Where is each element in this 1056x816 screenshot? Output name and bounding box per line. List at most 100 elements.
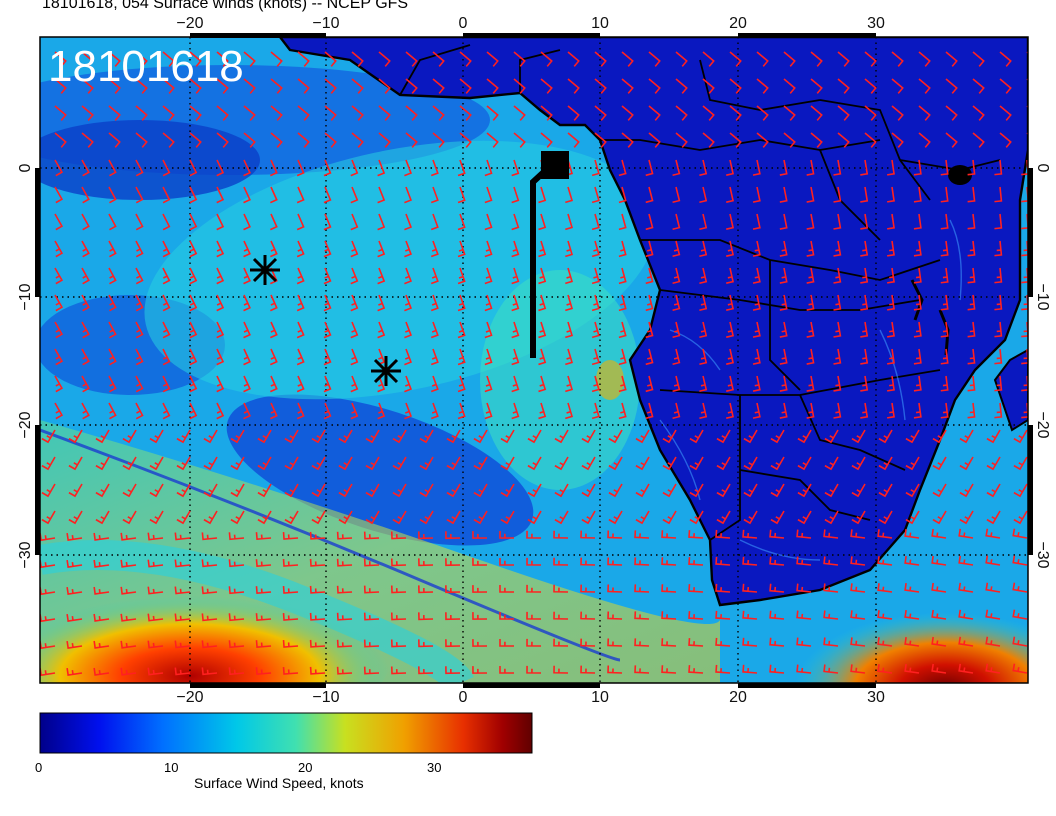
wind-barb <box>940 267 949 284</box>
wind-barb <box>457 186 466 204</box>
wind-barb <box>986 429 1001 444</box>
wind-barb <box>297 132 310 148</box>
wind-barb <box>634 530 650 539</box>
wind-barb <box>985 528 1001 539</box>
wind-barb <box>634 665 650 674</box>
wind-barb <box>945 105 958 121</box>
wind-barb <box>68 456 83 471</box>
wind-barb <box>850 529 866 539</box>
wind-barb <box>565 321 574 339</box>
wind-barb <box>228 667 245 676</box>
wind-barb <box>323 186 332 204</box>
wind-barb <box>270 294 278 312</box>
wind-barb <box>513 78 526 94</box>
wind-barb <box>284 429 299 444</box>
wind-barb <box>95 429 110 444</box>
wind-barb <box>445 531 461 540</box>
wind-barb <box>216 159 225 177</box>
wind-barb <box>162 105 175 121</box>
wind-barb <box>324 132 337 148</box>
wind-barb <box>715 610 731 620</box>
wind-barb <box>135 159 144 177</box>
wind-barb <box>726 402 734 419</box>
wind-barb <box>699 267 708 285</box>
wind-barb <box>806 240 815 257</box>
wind-barb <box>994 321 1003 338</box>
wind-barb <box>729 105 742 121</box>
wind-barb <box>457 267 466 285</box>
wind-barb <box>779 321 788 338</box>
wind-barb <box>351 132 364 148</box>
wind-barb <box>565 186 574 204</box>
wind-barb <box>779 294 788 311</box>
wind-barb <box>621 132 634 148</box>
wind-barb <box>742 583 758 593</box>
wind-barb <box>216 321 225 339</box>
wind-barb <box>228 613 245 622</box>
wind-barb <box>779 186 788 203</box>
wind-barb <box>833 375 842 392</box>
wind-barb <box>837 78 850 94</box>
wind-barb <box>538 294 547 312</box>
wind-barb <box>446 429 461 444</box>
wind-barb <box>457 294 466 312</box>
wind-barb <box>108 267 117 285</box>
wind-barb <box>228 640 245 649</box>
wind-barb <box>904 583 920 593</box>
wind-barb <box>769 664 785 674</box>
wind-barb <box>500 483 515 498</box>
wind-barb <box>324 105 337 121</box>
wind-barb <box>932 483 947 498</box>
wind-barb <box>958 636 974 647</box>
wind-barb <box>806 159 815 176</box>
wind-barb <box>392 429 407 444</box>
wind-barb <box>135 402 144 420</box>
wind-barb <box>108 105 121 121</box>
wind-barb <box>860 240 869 257</box>
wind-barb <box>986 510 1001 525</box>
wind-barb <box>538 213 547 231</box>
wind-barb <box>270 375 278 393</box>
wind-barb <box>392 456 407 471</box>
wind-barb <box>752 213 761 230</box>
wind-barb <box>729 132 742 148</box>
wind-barb <box>806 321 815 338</box>
wind-barb <box>716 510 731 525</box>
wind-barb <box>419 429 434 444</box>
wind-barb <box>351 78 364 94</box>
wind-barb <box>662 456 677 471</box>
wind-barb <box>147 559 164 568</box>
wind-barb <box>806 348 815 365</box>
wind-barb <box>940 321 949 338</box>
wind-barb <box>162 348 171 366</box>
wind-barb <box>216 375 225 393</box>
wind-barb <box>967 375 976 392</box>
wind-barb <box>634 611 650 620</box>
wind-barb <box>645 240 654 258</box>
wind-barb <box>270 348 278 366</box>
wind-barb <box>418 558 434 567</box>
wind-barb <box>994 186 1003 203</box>
wind-barb <box>729 78 742 94</box>
wind-barb <box>243 51 256 67</box>
wind-barb <box>672 159 681 177</box>
wind-barb <box>699 186 708 204</box>
wind-barb <box>877 610 893 620</box>
wind-barb <box>742 610 758 620</box>
wind-barb <box>484 294 493 312</box>
wind-barb <box>932 456 947 471</box>
wind-barb <box>93 559 110 568</box>
wind-barb <box>823 664 839 674</box>
wind-barb <box>243 348 251 366</box>
wind-barb <box>752 240 761 257</box>
wind-barb <box>538 186 547 204</box>
wind-barb <box>833 294 842 311</box>
wind-barb <box>201 613 218 622</box>
wind-barb <box>967 213 976 230</box>
wind-barb <box>635 429 650 444</box>
wind-barb <box>645 294 654 312</box>
wind-barb <box>918 51 931 67</box>
wind-barb <box>499 639 514 647</box>
wind-barb <box>608 456 623 471</box>
wind-barb <box>432 105 445 121</box>
